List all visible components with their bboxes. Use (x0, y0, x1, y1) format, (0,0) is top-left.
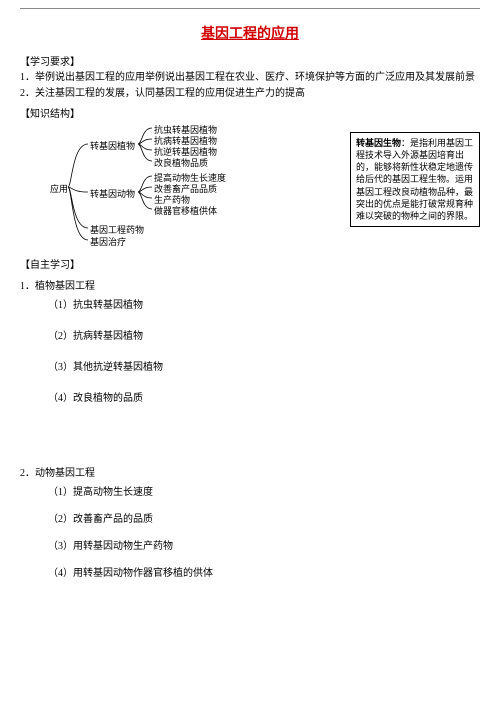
topic-2-item-4: （4）用转基因动物作器官移植的供体 (20, 564, 480, 579)
topic-2: 2．动物基因工程 (20, 464, 480, 479)
top-rule (20, 8, 480, 9)
branch-1-child-4: 改良植物品质 (154, 156, 208, 169)
branch-2-child-4: 做器官移植供体 (154, 204, 217, 217)
topic-1-item-3: （3）其他抗逆转基因植物 (20, 358, 480, 373)
requirements-head: 【学习要求】 (20, 53, 480, 68)
self-study-list: 1．植物基因工程 （1）抗虫转基因植物 （2）抗病转基因植物 （3）其他抗逆转基… (20, 277, 480, 579)
self-study-head: 【自主学习】 (20, 256, 480, 271)
definition-title: 转基因生物 (356, 138, 401, 148)
knowledge-diagram: 应用 转基因植物 抗虫转基因植物 抗病转基因植物 抗逆转基因植物 改良植物品质 … (20, 122, 480, 252)
requirement-1: 1．举例说出基因工程的应用举例说出基因工程在农业、医疗、环境保护等方面的广泛应用… (20, 70, 480, 85)
diagram-root: 应用 (50, 182, 68, 195)
branch-4: 基因治疗 (90, 235, 126, 248)
topic-1: 1．植物基因工程 (20, 277, 480, 292)
topic-1-item-1: （1）抗虫转基因植物 (20, 296, 480, 311)
topic-2-item-2: （2）改善畜产品的品质 (20, 510, 480, 525)
definition-box: 转基因生物：是指利用基因工程技术导入外源基因培育出的，能够将新性状稳定地遗传给后… (350, 132, 480, 227)
page-title: 基因工程的应用 (20, 23, 480, 43)
branch-1: 转基因植物 (90, 139, 135, 152)
branch-2: 转基因动物 (90, 187, 135, 200)
topic-1-item-4: （4）改良植物的品质 (20, 389, 480, 404)
requirement-2: 2．关注基因工程的发展，认同基因工程的应用促进生产力的提高 (20, 86, 480, 101)
spacer (20, 420, 480, 460)
topic-2-item-3: （3）用转基因动物生产药物 (20, 537, 480, 552)
definition-body: ：是指利用基因工程技术导入外源基因培育出的，能够将新性状稳定地遗传给后代的基因工… (356, 138, 473, 221)
topic-1-item-2: （2）抗病转基因植物 (20, 327, 480, 342)
topic-2-item-1: （1）提高动物生长速度 (20, 483, 480, 498)
structure-head: 【知识结构】 (20, 105, 480, 120)
